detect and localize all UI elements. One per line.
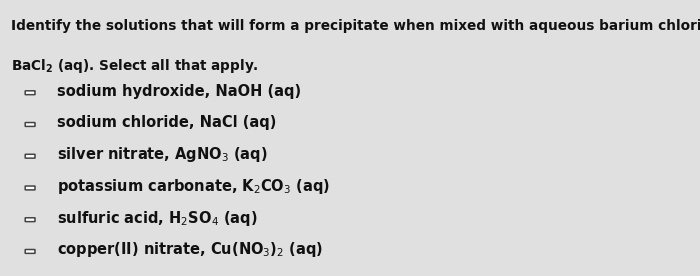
Text: silver nitrate, AgNO$_3$ (aq): silver nitrate, AgNO$_3$ (aq) [57,145,268,164]
Text: Identify the solutions that will form a precipitate when mixed with aqueous bari: Identify the solutions that will form a … [11,19,700,33]
Text: copper(II) nitrate, Cu(NO$_3$)$_2$ (aq): copper(II) nitrate, Cu(NO$_3$)$_2$ (aq) [57,240,323,259]
Text: sulfuric acid, H$_2$SO$_4$ (aq): sulfuric acid, H$_2$SO$_4$ (aq) [57,209,258,227]
Text: potassium carbonate, K$_2$CO$_3$ (aq): potassium carbonate, K$_2$CO$_3$ (aq) [57,177,330,196]
Text: sodium chloride, NaCl (aq): sodium chloride, NaCl (aq) [57,115,276,130]
Text: sodium hydroxide, NaOH (aq): sodium hydroxide, NaOH (aq) [57,84,302,99]
Text: $\mathbf{BaCl_2}$ (aq). Select all that apply.: $\mathbf{BaCl_2}$ (aq). Select all that … [11,57,259,75]
